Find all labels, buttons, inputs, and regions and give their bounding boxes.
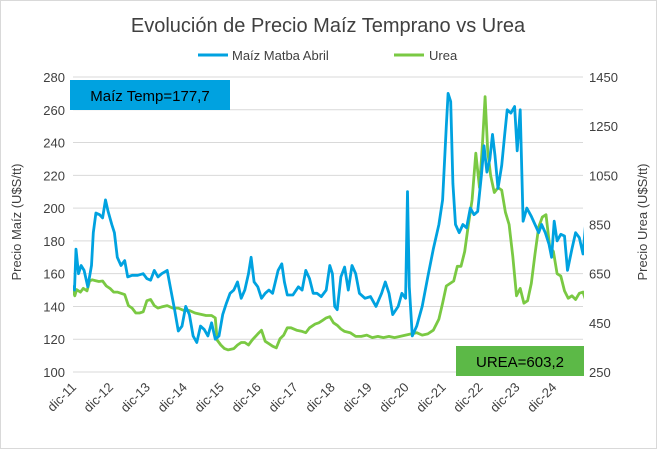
y-tick-label-left: 160	[43, 267, 65, 282]
x-ticks: dic-11 dic-12 dic-13 dic-14 dic-15 dic-16 dic-…	[44, 380, 559, 416]
legend: Maíz Matba Abril Urea	[198, 48, 458, 63]
y-tick-label-left: 260	[43, 103, 65, 118]
chart-title: Evolución de Precio Maíz Temprano vs Ure…	[131, 15, 526, 37]
x-tick-label: dic-22	[450, 380, 486, 416]
x-tick-label: dic-20	[376, 380, 412, 416]
y-tick-label-left: 280	[43, 70, 65, 85]
x-tick-label: dic-15	[191, 380, 227, 416]
y-tick-label-left: 240	[43, 136, 65, 151]
y-tick-label-left: 180	[43, 234, 65, 249]
x-tick-label: dic-23	[487, 380, 523, 416]
x-tick-label: dic-17	[265, 380, 301, 416]
y-tick-label-left: 140	[43, 299, 65, 314]
y-tick-label-right: 1050	[589, 168, 618, 183]
annotation-maiz: Maíz Temp=177,7	[70, 80, 230, 110]
series-lines	[73, 92, 584, 352]
x-tick-label: dic-11	[44, 380, 79, 415]
x-tick-label: dic-24	[524, 380, 560, 416]
y-tick-label-left: 100	[43, 365, 65, 380]
x-tick-label: dic-12	[80, 380, 116, 416]
x-tick-label: dic-19	[339, 380, 375, 416]
annotation-urea: UREA=603,2	[456, 346, 584, 376]
x-tick-label: dic-14	[154, 380, 190, 416]
y-tick-label-left: 220	[43, 168, 65, 183]
series-line-maiz	[73, 92, 584, 344]
y-tick-label-right: 850	[589, 218, 611, 233]
annotation-maiz-text: Maíz Temp=177,7	[90, 88, 209, 105]
y-tick-label-left: 120	[43, 332, 65, 347]
y-tick-label-right: 1450	[589, 70, 618, 85]
y-tick-label-right: 450	[589, 316, 611, 331]
x-tick-label: dic-13	[117, 380, 153, 416]
y-axis-label-left: Precio Maíz (U$S/tt)	[9, 163, 24, 280]
y-ticks-left: 280 260 240 220 200 180 160 140 120 100	[43, 70, 65, 380]
x-tick-label: dic-16	[228, 380, 264, 416]
legend-label-urea: Urea	[429, 48, 458, 63]
y-axis-label-right: Precio Urea (U$S/tt)	[635, 163, 650, 280]
series-line-urea	[73, 95, 584, 352]
annotation-maiz-box	[70, 80, 230, 110]
annotation-urea-box	[456, 346, 584, 376]
annotation-urea-text: UREA=603,2	[476, 354, 564, 371]
y-tick-label-right: 1250	[589, 119, 618, 134]
y-tick-label-right: 650	[589, 267, 611, 282]
x-tick-label: dic-21	[413, 380, 449, 416]
y-ticks-right: 1450 1250 1050 850 650 450 250	[589, 70, 618, 380]
legend-label-maiz: Maíz Matba Abril	[232, 48, 329, 63]
x-tick-label: dic-18	[302, 380, 338, 416]
y-tick-label-right: 250	[589, 365, 611, 380]
y-tick-label-left: 200	[43, 201, 65, 216]
